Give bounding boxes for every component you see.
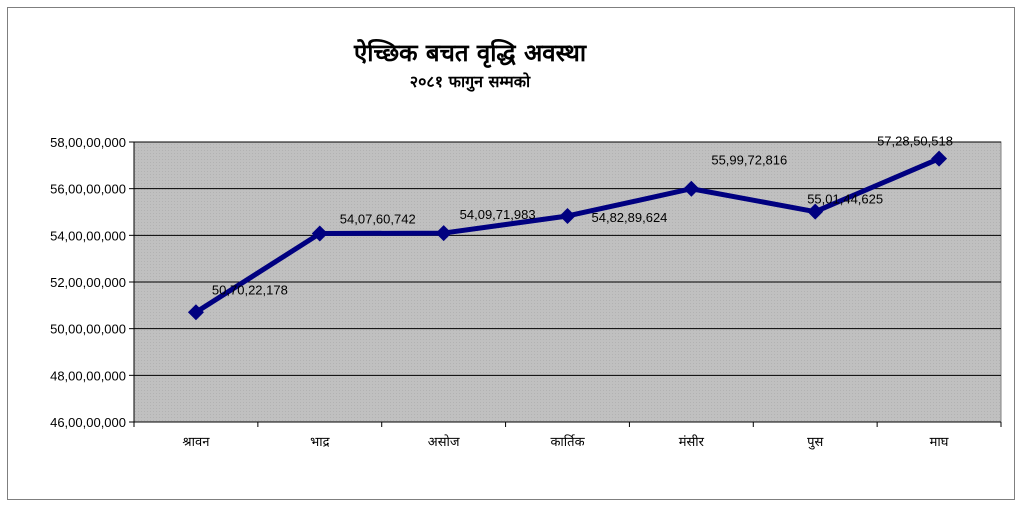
data-label: 55,01,44,625: [807, 192, 883, 207]
data-point-marker: [807, 203, 824, 220]
data-point-marker: [683, 180, 700, 197]
series-markers: [187, 150, 948, 321]
y-tick-label: 52,00,00,000: [50, 275, 126, 290]
y-tick-label: 46,00,00,000: [50, 415, 126, 430]
y-tick-labels: 46,00,00,000 48,00,00,000 50,00,00,000 52,0…: [50, 135, 126, 430]
chart-title: ऐच्छिक बचत वृद्धि अवस्था: [353, 39, 587, 67]
data-point-marker: [435, 225, 452, 242]
data-point-marker: [559, 207, 576, 224]
data-label: 50,70,22,178: [212, 282, 288, 297]
gridlines: [134, 141, 1001, 376]
x-tick-label: श्रावन: [182, 435, 210, 450]
data-point-marker: [311, 225, 328, 242]
data-label: 57,28,50,518: [877, 134, 953, 149]
y-tick-label: 56,00,00,000: [50, 182, 126, 197]
x-tick-label: पुस: [807, 435, 823, 450]
y-tick-label: 48,00,00,000: [50, 368, 126, 383]
y-tick-label: 58,00,00,000: [50, 135, 126, 150]
x-tick-label: माघ: [930, 435, 949, 450]
data-labels: 50,70,22,178 54,07,60,742 54,09,71,983 54,8…: [212, 134, 953, 298]
data-point-marker: [187, 304, 204, 321]
x-tick-label: कार्तिक: [550, 434, 585, 450]
x-tick-label: मंसीर: [679, 434, 705, 450]
data-point-marker: [931, 150, 948, 167]
data-label: 54,09,71,983: [460, 207, 536, 222]
data-label: 54,82,89,624: [592, 210, 668, 225]
y-tick-label: 54,00,00,000: [50, 228, 126, 243]
x-tick-label: भाद्र: [310, 435, 331, 450]
data-label: 55,99,72,816: [711, 153, 787, 168]
x-tick-labels: श्रावन भाद्र असोज कार्तिक मंसीर पुस माघ: [182, 434, 948, 450]
axes: [129, 141, 1002, 427]
y-tick-label: 50,00,00,000: [50, 322, 126, 337]
data-label: 54,07,60,742: [340, 212, 416, 227]
chart-subtitle: २०८१ फागुन सम्मको: [409, 72, 531, 91]
x-tick-label: असोज: [428, 434, 460, 450]
